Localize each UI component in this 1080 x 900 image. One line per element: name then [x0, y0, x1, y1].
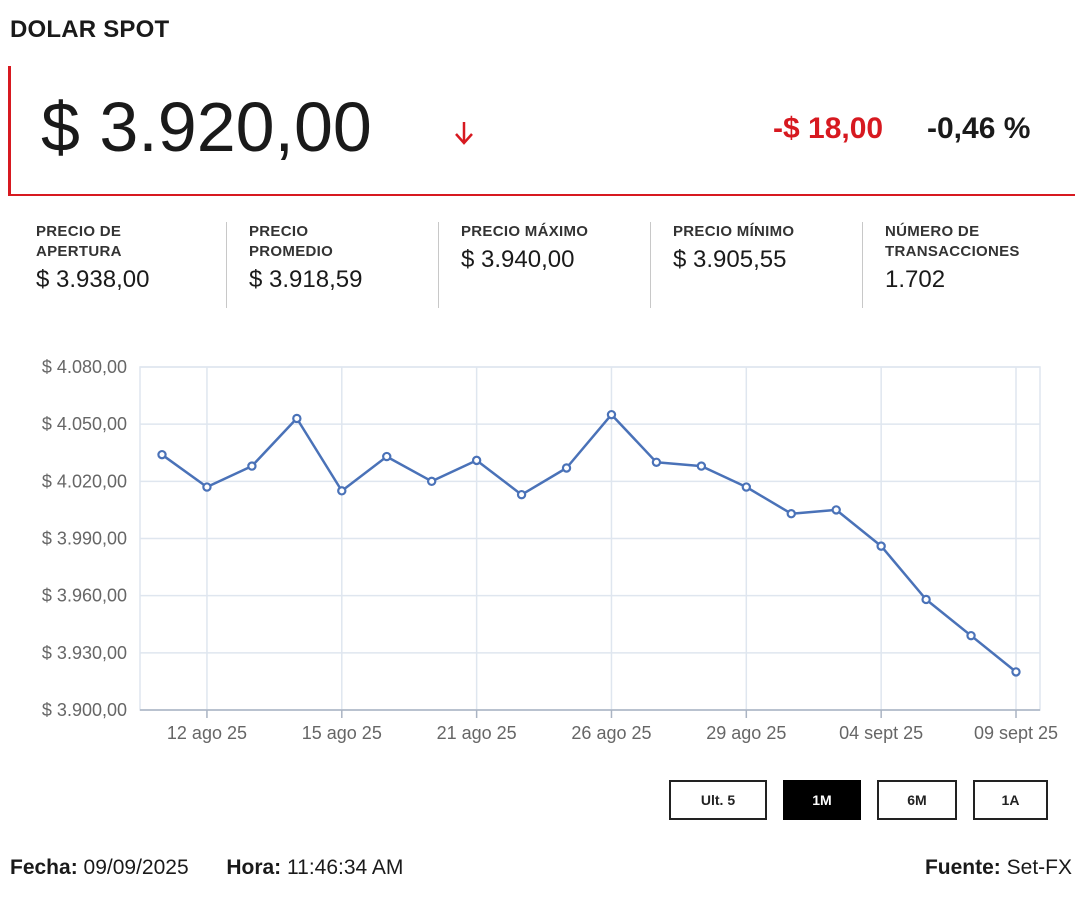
y-tick-label: $ 3.930,00 [42, 643, 127, 663]
price-line-chart: $ 4.080,00 $ 4.050,00 $ 4.020,00 $ 3.990,00… [0, 340, 1080, 760]
x-tick-label: 12 ago 25 [167, 723, 247, 743]
data-point [1011, 667, 1021, 677]
stat-value: $ 3.905,55 [673, 246, 787, 273]
arrow-down-icon [455, 122, 473, 145]
footer-datetime: Fecha: 09/09/2025 Hora: 11:46:34 AM [10, 856, 403, 880]
stat-label: PRECIO PROMEDIO [249, 223, 334, 260]
x-tick-label: 29 ago 25 [706, 723, 786, 743]
source-label: Fuente: [924, 856, 1001, 879]
stat-max-price: PRECIO MÁXIMO $ 3.940,00 [438, 222, 650, 308]
x-tick-label: 21 ago 25 [437, 723, 517, 743]
time-label: Hora: [226, 856, 282, 879]
x-tick-label: 26 ago 25 [571, 723, 651, 743]
data-point [382, 451, 392, 462]
date-label: Fecha: [10, 856, 78, 879]
y-tick-label: $ 3.960,00 [42, 586, 127, 606]
data-point [292, 413, 302, 424]
change-percent: -0,46 % [927, 112, 1031, 145]
stat-value: $ 3.940,00 [461, 246, 575, 273]
data-point [966, 630, 976, 641]
page-title: DOLAR SPOT [10, 16, 170, 43]
stat-average-price: PRECIO PROMEDIO $ 3.918,59 [226, 222, 438, 308]
chart-svg: $ 4.080,00 $ 4.050,00 $ 4.020,00 $ 3.990,00… [42, 357, 1058, 743]
stat-value: 1.702 [885, 266, 946, 293]
series-line [161, 413, 1017, 673]
data-point [471, 455, 482, 466]
y-tick-label: $ 3.990,00 [42, 529, 127, 549]
data-point [651, 457, 662, 467]
x-tick-label: 15 ago 25 [302, 723, 382, 743]
data-point [876, 541, 886, 551]
data-point [337, 486, 347, 496]
y-tick-label: $ 4.020,00 [42, 471, 127, 491]
change-absolute: -$ 18,00 [773, 112, 884, 145]
data-point [561, 463, 572, 473]
data-point [606, 409, 617, 420]
data-point [786, 509, 796, 519]
data-point [741, 482, 752, 492]
range-button-ult5[interactable]: Ult. 5 [669, 780, 767, 820]
data-point [696, 461, 707, 471]
x-tick-label: 09 sept 25 [974, 723, 1058, 743]
stat-value: $ 3.918,59 [249, 266, 363, 293]
data-point [247, 461, 257, 471]
range-button-1m[interactable]: 1M [783, 780, 861, 820]
x-tick-label: 04 sept 25 [839, 723, 923, 743]
range-button-6m[interactable]: 6M [877, 780, 957, 820]
data-point [831, 505, 841, 515]
stat-label: PRECIO DE APERTURA [36, 223, 122, 260]
price-panel: $ 3.920,00 -$ 18,00 -0,46 % [8, 66, 1075, 196]
date-value: 09/09/2025 [83, 856, 189, 879]
stat-value: $ 3.938,00 [36, 266, 150, 293]
stat-opening-price: PRECIO DE APERTURA $ 3.938,00 [14, 222, 226, 308]
data-point [202, 482, 212, 492]
time-value: 11:46:34 AM [287, 856, 404, 879]
stats-row: PRECIO DE APERTURA $ 3.938,00 PRECIO PRO… [14, 222, 1074, 308]
y-tick-label: $ 4.050,00 [42, 414, 127, 434]
data-point [921, 594, 931, 605]
current-price: $ 3.920,00 [41, 88, 372, 166]
y-tick-label: $ 4.080,00 [42, 357, 127, 377]
stat-label: NÚMERO DE TRANSACCIONES [885, 223, 1020, 260]
y-tick-label: $ 3.900,00 [42, 700, 127, 720]
data-point [426, 476, 437, 487]
source-value: Set-FX [1006, 856, 1072, 879]
data-point [516, 489, 527, 500]
range-button-1a[interactable]: 1A [973, 780, 1048, 820]
stat-label: PRECIO MÍNIMO [673, 223, 795, 240]
footer-source: Fuente: Set-FX [925, 856, 1072, 880]
stat-min-price: PRECIO MÍNIMO $ 3.905,55 [650, 222, 862, 308]
stat-transactions: NÚMERO DE TRANSACCIONES 1.702 [862, 222, 1074, 308]
stat-label: PRECIO MÁXIMO [461, 223, 589, 240]
data-point [157, 449, 167, 460]
